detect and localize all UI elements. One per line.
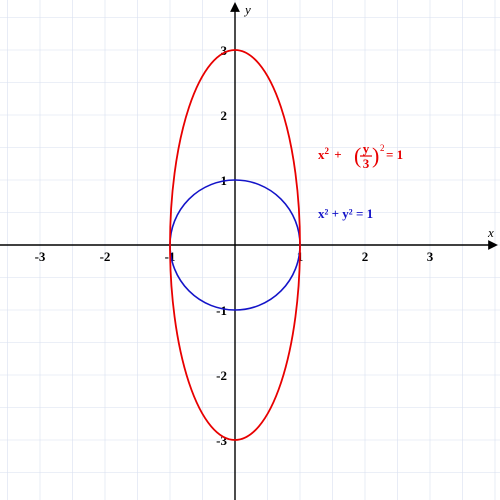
svg-text:2: 2 xyxy=(380,143,385,153)
plot-svg: -3-2-1123-3-2-1123xyx² + y² = 1x2 + (y3)… xyxy=(0,0,500,500)
x-axis-label: x xyxy=(487,225,494,240)
y-tick-label: -1 xyxy=(216,303,227,318)
plot-bg xyxy=(0,0,500,500)
svg-text:= 1: = 1 xyxy=(386,147,403,162)
y-tick-label: 2 xyxy=(221,108,228,123)
svg-text:3: 3 xyxy=(363,156,370,171)
svg-text:): ) xyxy=(372,143,379,168)
svg-text:y: y xyxy=(363,141,370,156)
x-tick-label: -2 xyxy=(100,249,111,264)
ellipse-circle-plot: -3-2-1123-3-2-1123xyx² + y² = 1x2 + (y3)… xyxy=(0,0,500,500)
y-tick-label: 3 xyxy=(221,43,228,58)
x-tick-label: 3 xyxy=(427,249,434,264)
y-axis-label: y xyxy=(243,2,251,17)
x-tick-label: 2 xyxy=(362,249,369,264)
equation-circle: x² + y² = 1 xyxy=(318,206,373,221)
y-tick-label: -2 xyxy=(216,368,227,383)
x-tick-label: -3 xyxy=(35,249,46,264)
